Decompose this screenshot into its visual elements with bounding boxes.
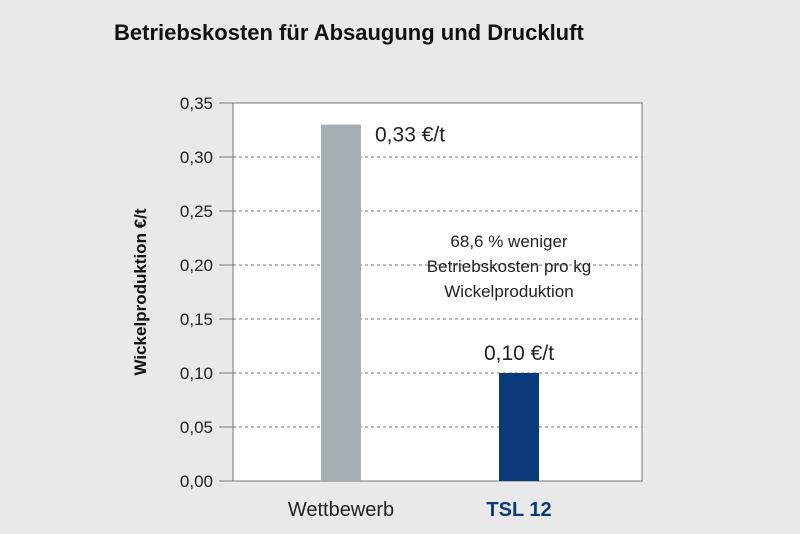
data-label: 0,33 €/t [375,124,445,147]
y-tick-label: 0,30 [180,148,213,167]
y-axis-ticks: 0,00 0,05 0,10 0,15 0,20 0,25 0,30 0,35 [180,94,233,491]
y-tick-label: 0,20 [180,256,213,275]
chart-title: Betriebskosten für Absaugung und Drucklu… [114,20,584,45]
y-tick-label: 0,25 [180,202,213,221]
category-label: TSL 12 [486,499,551,521]
grid-lines [233,156,642,428]
y-tick-label: 0,00 [180,472,213,491]
bar-tsl-12 [499,373,539,481]
bar-wettbewerb [321,124,361,481]
y-tick-label: 0,05 [180,418,213,437]
data-labels: 0,33 €/t 0,10 €/t [375,124,554,365]
y-tick-label: 0,35 [180,94,213,113]
y-tick-label: 0,10 [180,364,213,383]
annotation-text: 68,6 % weniger Betriebskosten pro kg Wicke… [427,232,591,301]
y-tick-label: 0,15 [180,310,213,329]
y-axis-label: Wickelproduktion €/t [131,208,150,375]
category-label: Wettbewerb [288,499,394,521]
category-labels: Wettbewerb TSL 12 [288,499,552,521]
data-label: 0,10 €/t [484,342,554,365]
bars [321,124,539,481]
plot-area [232,102,643,482]
